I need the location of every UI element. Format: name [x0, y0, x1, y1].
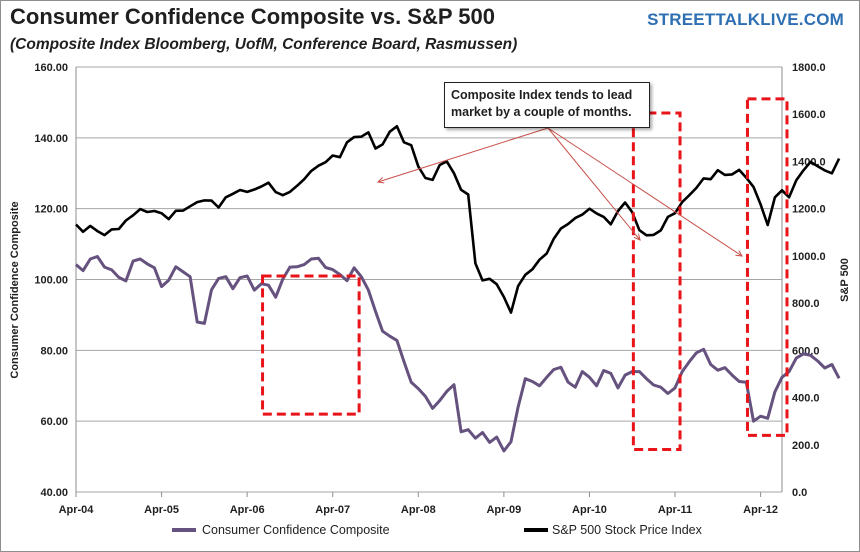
highlight-box: [261, 274, 361, 416]
right-tick-label: 200.0: [792, 440, 820, 452]
annotation-arrows: [378, 127, 742, 256]
left-tick-label: 160.00: [34, 62, 68, 74]
x-tick-label: Apr-10: [572, 504, 607, 516]
annotation-arrow: [547, 127, 640, 240]
right-axis-ticks: 0.0200.0400.0600.0800.01000.01200.01400.…: [792, 62, 826, 499]
chart-subtitle: (Composite Index Bloomberg, UofM, Confer…: [10, 36, 518, 53]
annotation-line-1: Composite Index tends to lead: [451, 88, 633, 102]
annotation-line-2: market by a couple of months.: [451, 105, 632, 119]
grid-layer: [75, 66, 783, 493]
right-tick-label: 1000.0: [792, 251, 826, 263]
annotation-arrow: [547, 127, 742, 256]
series-line-confidence: [75, 255, 841, 453]
highlight-box: [631, 111, 682, 452]
legend-label-sp500: S&P 500 Stock Price Index: [552, 523, 703, 537]
legend-label-confidence: Consumer Confidence Composite: [202, 523, 390, 537]
x-tick-label: Apr-09: [486, 504, 521, 516]
right-tick-label: 1200.0: [792, 204, 826, 216]
x-axis-ticks: Apr-04 Apr-05 Apr-06 Apr-07 Apr-08 Apr-09 Apr-…: [59, 492, 778, 516]
right-tick-label: 0.0: [792, 487, 807, 499]
series-line-sp500: [75, 125, 841, 314]
annotation-arrow: [378, 127, 549, 182]
left-axis-title: Consumer Confidence Composite: [9, 201, 21, 378]
left-tick-label: 100.00: [34, 275, 68, 287]
right-tick-label: 800.0: [792, 298, 820, 310]
x-tick-label: Apr-11: [658, 504, 692, 516]
right-tick-label: 1800.0: [792, 62, 826, 74]
left-axis-ticks: 40.00 60.00 80.00 100.00 120.00 140.00 160.00: [34, 62, 68, 499]
right-tick-label: 400.0: [792, 393, 820, 405]
right-axis-title: S&P 500: [839, 258, 851, 302]
left-tick-label: 80.00: [40, 345, 68, 357]
x-tick-label: Apr-12: [743, 504, 778, 516]
chart-title: Consumer Confidence Composite vs. S&P 50…: [10, 4, 495, 29]
annotation-callout: Composite Index tends to lead market by …: [444, 82, 650, 128]
left-tick-label: 60.00: [40, 416, 68, 428]
left-tick-label: 40.00: [40, 487, 68, 499]
x-tick-label: Apr-04: [59, 504, 95, 516]
x-tick-label: Apr-06: [230, 504, 265, 516]
x-tick-label: Apr-05: [144, 504, 179, 516]
series-layer: [75, 125, 841, 453]
right-tick-label: 1600.0: [792, 109, 826, 121]
legend: Consumer Confidence Composite S&P 500 St…: [172, 523, 703, 537]
right-tick-label: 600.0: [792, 345, 820, 357]
highlight-layer: [261, 97, 789, 452]
x-tick-label: Apr-08: [401, 504, 436, 516]
x-tick-label: Apr-07: [315, 504, 350, 516]
left-tick-label: 140.00: [34, 133, 68, 145]
highlight-box: [745, 97, 789, 437]
brand-logo[interactable]: STREETTALKLIVE.COM: [647, 10, 844, 29]
left-tick-label: 120.00: [34, 204, 68, 216]
